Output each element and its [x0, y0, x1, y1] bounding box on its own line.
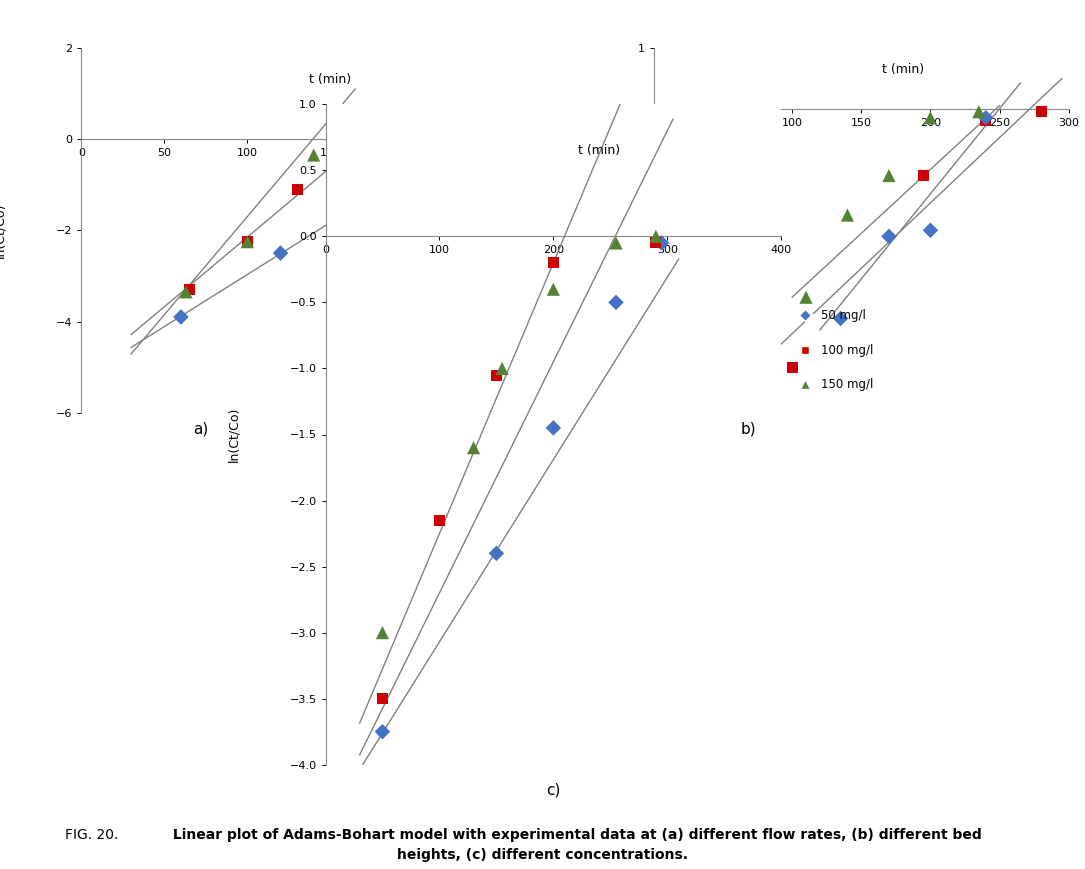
- Y-axis label: ln(Ct/Co): ln(Ct/Co): [0, 202, 7, 258]
- 50 mg/l: [608, 295, 625, 309]
- 20 cm: [880, 229, 897, 243]
- 50 mg/l: [487, 547, 505, 561]
- 50 mg/l: [373, 725, 391, 739]
- Text: t (min): t (min): [578, 144, 620, 157]
- 100 mg/l: [545, 255, 562, 269]
- 20 cm: [832, 311, 850, 325]
- Legend: 50 mg/l, 100 mg/l, 150 mg/l: 50 mg/l, 100 mg/l, 150 mg/l: [792, 308, 875, 392]
- 5 ml/min: [388, 139, 406, 153]
- 25 cm: [783, 360, 801, 374]
- 25 cm: [978, 114, 995, 128]
- Legend: 5 ml/min, 10 ml/min, 15 ml/min: 5 ml/min, 10 ml/min, 15 ml/min: [507, 156, 597, 249]
- 150 mg/l: [647, 229, 664, 243]
- 100 mg/l: [647, 236, 664, 250]
- 150 mg/l: [464, 441, 482, 454]
- 10 ml/min: [346, 136, 363, 150]
- Y-axis label: ln(Ct/Co): ln(Ct/Co): [227, 407, 240, 462]
- 15 ml/min: [239, 235, 256, 249]
- 20 cm: [978, 111, 995, 125]
- 100 mg/l: [487, 368, 505, 382]
- 25 cm: [1033, 105, 1050, 119]
- 15 cm: [839, 208, 856, 222]
- 50 mg/l: [545, 421, 562, 434]
- 150 mg/l: [545, 282, 562, 296]
- 150 mg/l: [373, 626, 391, 640]
- Text: FIG. 20.: FIG. 20.: [65, 827, 118, 841]
- 25 cm: [915, 169, 932, 182]
- 15 cm: [880, 169, 897, 182]
- 15 cm: [970, 105, 987, 119]
- 5 ml/min: [339, 201, 356, 215]
- Legend: 25 cm, 20 cm, 15 cm: 25 cm, 20 cm, 15 cm: [1078, 182, 1085, 275]
- 50 mg/l: [653, 236, 671, 250]
- 150 mg/l: [494, 362, 511, 375]
- 10 ml/min: [239, 235, 256, 249]
- Y-axis label: ln(Ct/Co): ln(Ct/Co): [566, 202, 579, 258]
- 10 ml/min: [289, 182, 306, 196]
- 15 cm: [797, 290, 815, 304]
- Text: b): b): [741, 421, 756, 436]
- Text: t (min): t (min): [309, 73, 352, 86]
- Text: a): a): [193, 421, 208, 436]
- 100 mg/l: [431, 514, 448, 527]
- 15 ml/min: [324, 135, 342, 149]
- Text: t (min): t (min): [882, 63, 923, 76]
- 5 ml/min: [173, 310, 190, 324]
- 15 ml/min: [305, 148, 322, 162]
- 150 mg/l: [608, 236, 625, 250]
- Text: heights, (c) different concentrations.: heights, (c) different concentrations.: [397, 847, 688, 861]
- 20 cm: [922, 223, 940, 237]
- 10 ml/min: [180, 282, 197, 296]
- Text: Linear plot of Adams-Bohart model with experimental data at (a) different flow r: Linear plot of Adams-Bohart model with e…: [168, 827, 982, 841]
- 100 mg/l: [373, 692, 391, 706]
- 15 cm: [922, 111, 940, 125]
- 5 ml/min: [272, 246, 290, 260]
- Text: c): c): [546, 782, 561, 797]
- 15 ml/min: [177, 285, 194, 299]
